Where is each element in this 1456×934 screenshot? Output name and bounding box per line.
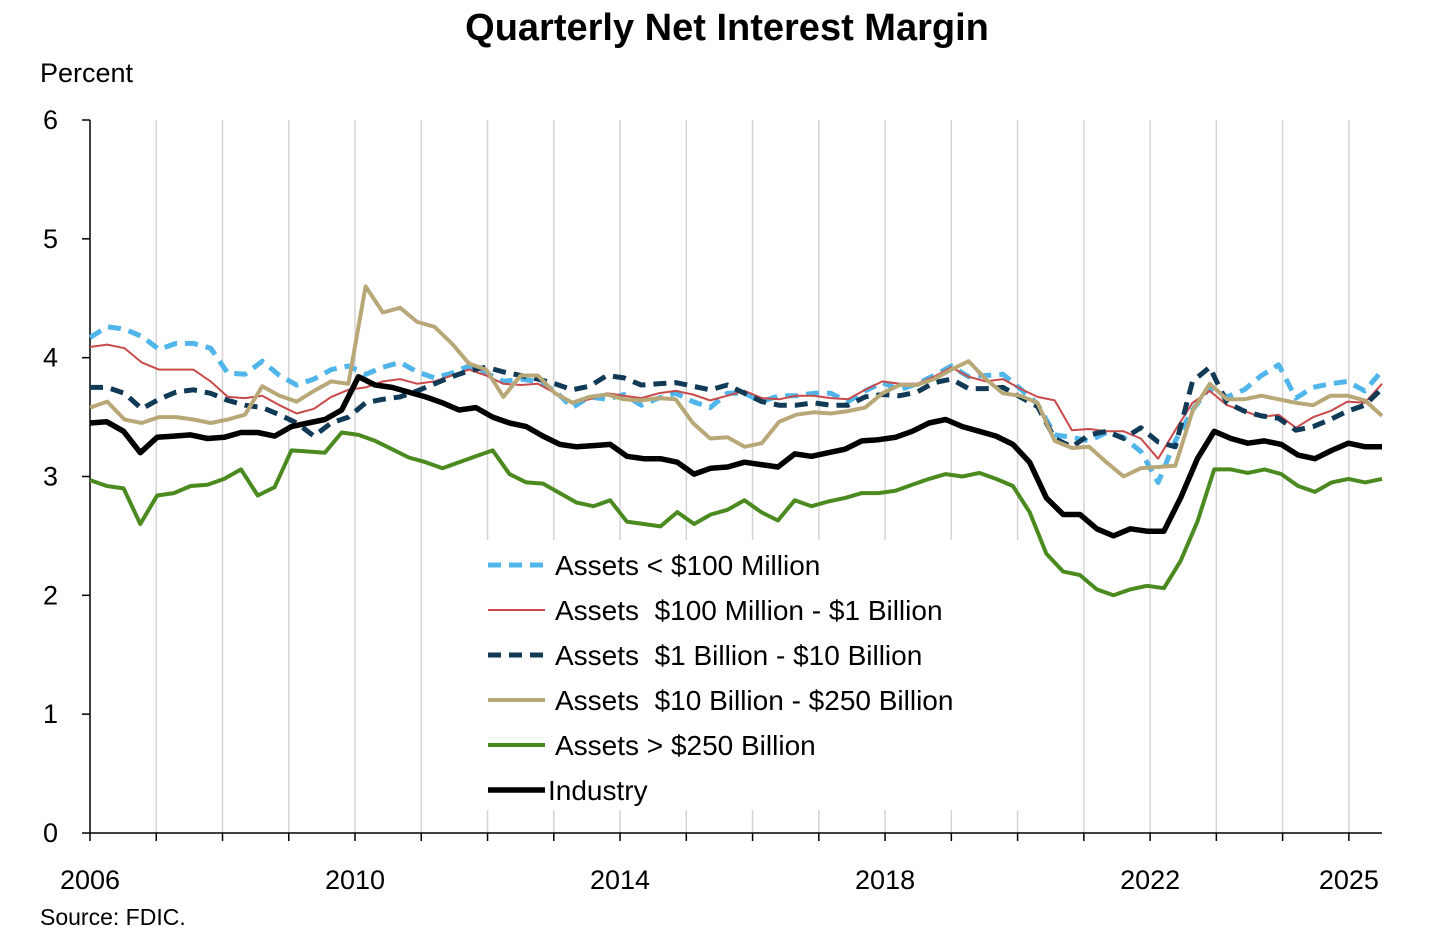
x-tick-label-2014: 2014 [590,865,650,895]
series-line-3 [89,284,1384,479]
y-tick-label-3: 3 [43,462,58,492]
legend-label-5: Industry [548,775,648,806]
y-tick-label-6: 6 [43,105,58,135]
series-line-4 [89,430,1383,598]
x-tick-label-2010: 2010 [325,865,385,895]
legend-background [440,540,1020,810]
y-tick-label-1: 1 [43,699,58,729]
y-axis-label: Percent [40,58,134,88]
y-axis-ticks: 0 1 2 3 4 5 6 [43,105,90,848]
series-line-5 [89,373,1382,539]
x-tick-label-2006: 2006 [60,865,120,895]
legend-label-4: Assets > $250 Billion [555,730,816,761]
x-tick-label-2022: 2022 [1120,865,1180,895]
series-lines [88,284,1384,598]
series-line-2 [90,364,1384,450]
y-tick-label-5: 5 [43,224,58,254]
chart-title: Quarterly Net Interest Margin [465,7,989,49]
y-tick-label-2: 2 [43,580,58,610]
legend: Assets < $100 Million Assets $100 Million… [440,540,1020,810]
y-tick-label-4: 4 [43,343,58,373]
legend-label-1: Assets $100 Million - $1 Billion [555,595,943,626]
legend-label-3: Assets $10 Billion - $250 Billion [555,685,953,716]
legend-label-0: Assets < $100 Million [555,550,820,581]
source-note: Source: FDIC. [40,904,186,930]
legend-label-2: Assets $1 Billion - $10 Billion [555,640,922,671]
x-tick-label-2018: 2018 [855,865,915,895]
y-tick-label-0: 0 [43,818,58,848]
x-tick-label-2025: 2025 [1319,865,1379,895]
x-axis-ticks: 2006 2010 2014 2018 2022 2025 [60,833,1379,895]
